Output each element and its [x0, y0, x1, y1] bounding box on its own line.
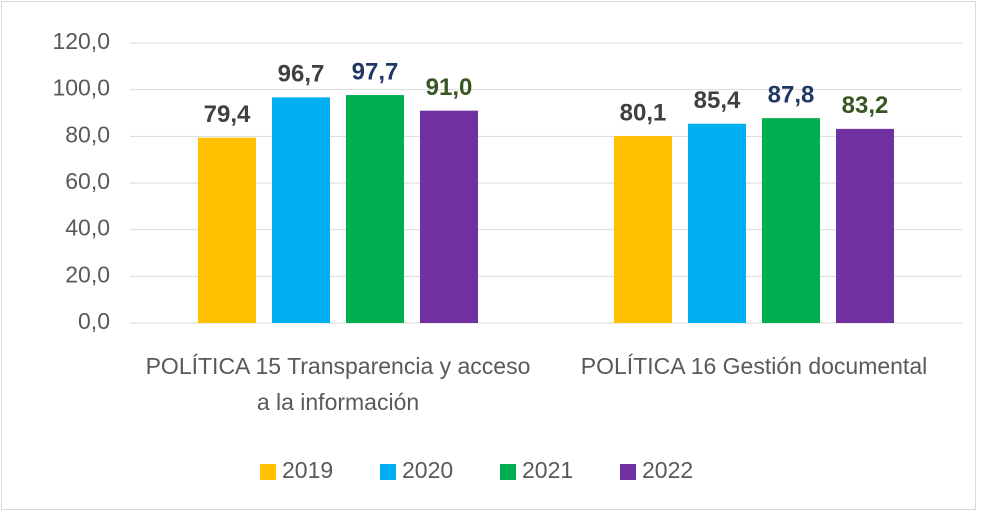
x-tick-label: POLÍTICA 15 Transparencia y acceso a la … [145, 353, 531, 415]
data-label: 79,4 [204, 101, 251, 128]
y-tick-label: 80,0 [65, 121, 110, 147]
bar [614, 136, 672, 323]
legend-swatch [260, 464, 276, 480]
bar [346, 95, 404, 324]
y-tick-label: 20,0 [65, 261, 110, 287]
data-label: 80,1 [620, 99, 667, 126]
data-label: 85,4 [694, 87, 741, 114]
y-tick-label: 40,0 [65, 215, 110, 241]
legend-label: 2019 [282, 457, 333, 483]
bar [198, 137, 256, 323]
x-tick-label: POLÍTICA 16 Gestión documental [580, 353, 928, 379]
bar [688, 123, 746, 323]
data-label: 96,7 [278, 61, 325, 88]
bar [762, 118, 820, 323]
chart-border [1, 1, 976, 510]
y-tick-label: 0,0 [78, 308, 110, 334]
data-label: 91,0 [426, 74, 473, 101]
legend-swatch [380, 464, 396, 480]
legend-label: 2020 [402, 457, 453, 483]
y-tick-label: 100,0 [52, 75, 110, 101]
y-tick-label: 60,0 [65, 168, 110, 194]
legend-label: 2021 [522, 457, 573, 483]
data-label: 97,7 [352, 58, 399, 85]
bar [272, 97, 330, 323]
bar [420, 110, 478, 324]
data-label: 83,2 [842, 92, 889, 119]
legend-label: 2022 [642, 457, 693, 483]
legend-swatch [500, 464, 516, 480]
y-tick-label: 120,0 [52, 28, 110, 54]
data-label: 87,8 [768, 81, 815, 108]
bar [836, 128, 894, 323]
legend-swatch [620, 464, 636, 480]
